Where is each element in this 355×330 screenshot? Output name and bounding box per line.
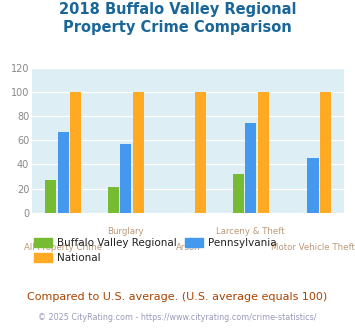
- Text: Compared to U.S. average. (U.S. average equals 100): Compared to U.S. average. (U.S. average …: [27, 292, 328, 302]
- Text: Larceny & Theft: Larceny & Theft: [216, 227, 285, 236]
- Bar: [307, 158, 319, 213]
- Bar: [257, 92, 269, 213]
- Bar: [58, 132, 69, 213]
- Text: © 2025 CityRating.com - https://www.cityrating.com/crime-statistics/: © 2025 CityRating.com - https://www.city…: [38, 313, 317, 322]
- Bar: [70, 92, 81, 213]
- Text: All Property Crime: All Property Crime: [24, 243, 102, 252]
- Legend: Buffalo Valley Regional, National, Pennsylvania: Buffalo Valley Regional, National, Penns…: [34, 238, 276, 263]
- Text: 2018 Buffalo Valley Regional
Property Crime Comparison: 2018 Buffalo Valley Regional Property Cr…: [59, 2, 296, 35]
- Text: Motor Vehicle Theft: Motor Vehicle Theft: [271, 243, 355, 252]
- Bar: [245, 123, 256, 213]
- Text: Arson: Arson: [176, 243, 201, 252]
- Bar: [320, 92, 331, 213]
- Bar: [108, 187, 119, 213]
- Bar: [233, 174, 244, 213]
- Text: Burglary: Burglary: [107, 227, 144, 236]
- Bar: [120, 144, 131, 213]
- Bar: [195, 92, 206, 213]
- Bar: [132, 92, 144, 213]
- Bar: [45, 180, 56, 213]
